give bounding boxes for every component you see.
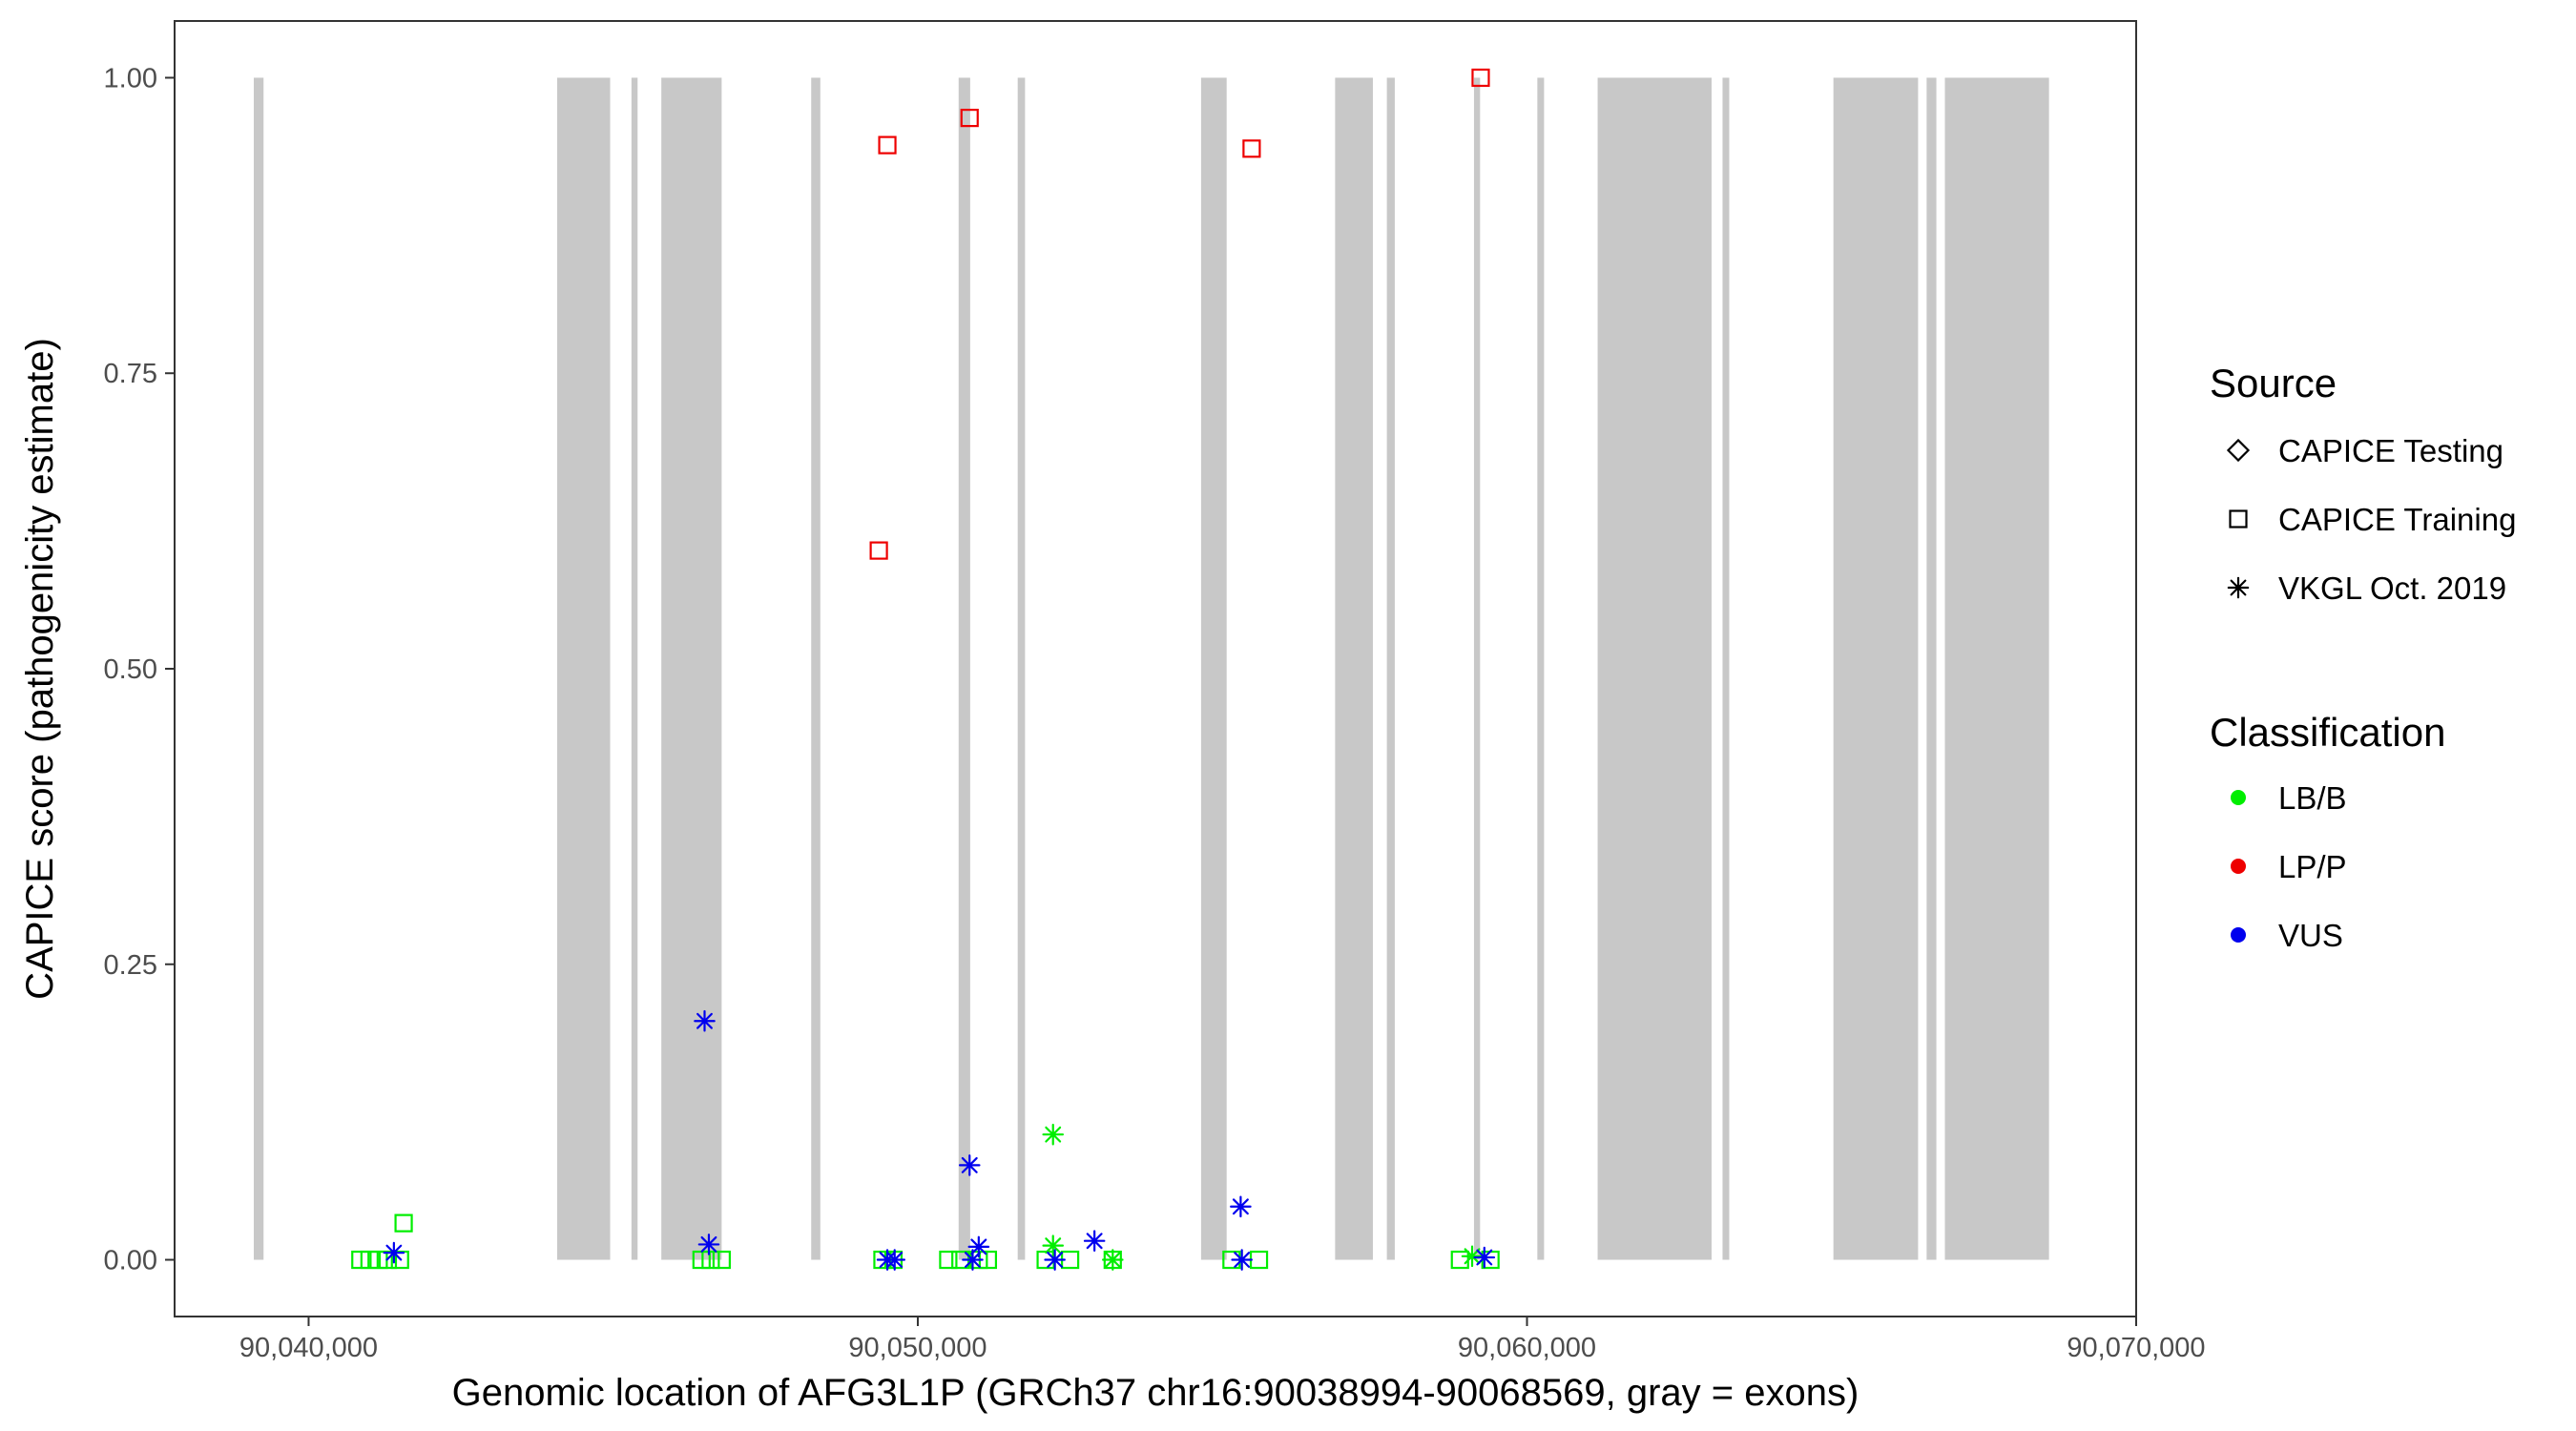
exon-band-8 <box>1200 77 1227 1260</box>
exon-band-12 <box>1537 77 1545 1260</box>
point-vkgl-oct-2019-vus-11 <box>1230 1195 1252 1218</box>
y-tick-label: 0.25 <box>104 950 157 981</box>
exon-band-3 <box>631 77 638 1260</box>
legend-key-lb-b <box>2231 790 2246 805</box>
legend-label-capice-testing: CAPICE Testing <box>2278 433 2503 468</box>
point-vkgl-oct-2019-vus-6 <box>958 1154 981 1176</box>
exon-band-1 <box>254 77 264 1260</box>
exon-band-4 <box>661 77 722 1260</box>
x-tick-label: 90,070,000 <box>2067 1333 2205 1363</box>
point-vkgl-oct-2019-vus-3 <box>697 1234 720 1255</box>
y-tick-label: 0.00 <box>104 1246 157 1276</box>
legend-label-capice-training: CAPICE Training <box>2278 502 2516 537</box>
exon-band-6 <box>958 77 970 1260</box>
point-capice-training-lp-p-2 <box>960 109 979 128</box>
legend-key-capice-training <box>2229 509 2248 529</box>
point-vkgl-oct-2019-lb-b-4 <box>1461 1245 1484 1268</box>
exon-band-5 <box>811 77 821 1260</box>
exon-band-15 <box>1833 77 1919 1260</box>
exon-band-9 <box>1335 77 1373 1260</box>
exon-band-2 <box>556 77 611 1260</box>
x-tick-label: 90,060,000 <box>1458 1333 1596 1363</box>
legend-key-capice-testing <box>2226 438 2251 463</box>
point-vkgl-oct-2019-vus-7 <box>967 1235 990 1258</box>
y-tick-label: 1.00 <box>104 63 157 93</box>
x-axis-title: Genomic location of AFG3L1P (GRCh37 chr1… <box>452 1372 1859 1414</box>
legend: Source Classification CAPICE Testing CAPI… <box>2210 361 2516 953</box>
point-vkgl-oct-2019-vus-5 <box>883 1249 906 1271</box>
legend-label-lb-b: LB/B <box>2278 780 2347 816</box>
data-points <box>351 68 1500 1271</box>
point-vkgl-oct-2019-vus-1 <box>383 1241 405 1264</box>
x-axis: 90,040,000 90,050,000 90,060,000 90,070,000 <box>239 1317 2206 1363</box>
point-vkgl-oct-2019-lb-b-2 <box>1042 1234 1065 1256</box>
y-axis: 0.00 0.25 0.50 0.75 1.00 <box>104 63 175 1276</box>
point-capice-training-lb-b-1 <box>394 1213 413 1233</box>
y-tick-label: 0.75 <box>104 359 157 389</box>
point-vkgl-oct-2019-vus-13 <box>1473 1246 1496 1269</box>
legend-label-lp-p: LP/P <box>2278 849 2347 884</box>
exon-band-17 <box>1944 77 2049 1260</box>
point-capice-training-lp-p-3 <box>869 541 888 560</box>
legend-key-vkgl-oct-2019 <box>2227 576 2250 599</box>
legend-label-vus: VUS <box>2278 918 2343 953</box>
point-capice-training-lb-b-9 <box>712 1250 731 1270</box>
legend-source-title: Source <box>2210 361 2337 405</box>
point-capice-training-lb-b-12 <box>939 1250 958 1270</box>
exon-band-7 <box>1017 77 1026 1260</box>
point-capice-training-lp-p-1 <box>878 135 897 155</box>
exon-band-11 <box>1473 77 1481 1260</box>
exon-band-16 <box>1926 77 1937 1260</box>
y-axis-title: CAPICE score (pathogenicity estimate) <box>19 338 61 1000</box>
legend-classification-title: Classification <box>2210 710 2445 755</box>
exon-band-14 <box>1722 77 1730 1260</box>
point-vkgl-oct-2019-vus-9 <box>1044 1249 1066 1271</box>
point-vkgl-oct-2019-vus-8 <box>962 1249 984 1271</box>
exon-bands <box>254 77 2049 1260</box>
legend-key-vus <box>2231 927 2246 943</box>
legend-label-vkgl-oct-2019: VKGL Oct. 2019 <box>2278 570 2506 606</box>
point-capice-training-lp-p-5 <box>1471 68 1490 88</box>
x-tick-label: 90,050,000 <box>848 1333 987 1363</box>
x-tick-label: 90,040,000 <box>239 1333 378 1363</box>
point-vkgl-oct-2019-vus-10 <box>1083 1230 1106 1252</box>
y-tick-label: 0.50 <box>104 654 157 685</box>
exon-band-10 <box>1386 77 1395 1260</box>
point-vkgl-oct-2019-lb-b-1 <box>1042 1123 1065 1146</box>
point-vkgl-oct-2019-vus-12 <box>1231 1249 1253 1271</box>
legend-key-lp-p <box>2231 859 2246 874</box>
point-vkgl-oct-2019-lb-b-3 <box>1102 1249 1124 1271</box>
exon-band-13 <box>1597 77 1712 1260</box>
point-capice-training-lp-p-4 <box>1242 139 1261 158</box>
point-capice-training-lb-b-8 <box>701 1250 720 1270</box>
point-vkgl-oct-2019-vus-2 <box>694 1009 716 1032</box>
